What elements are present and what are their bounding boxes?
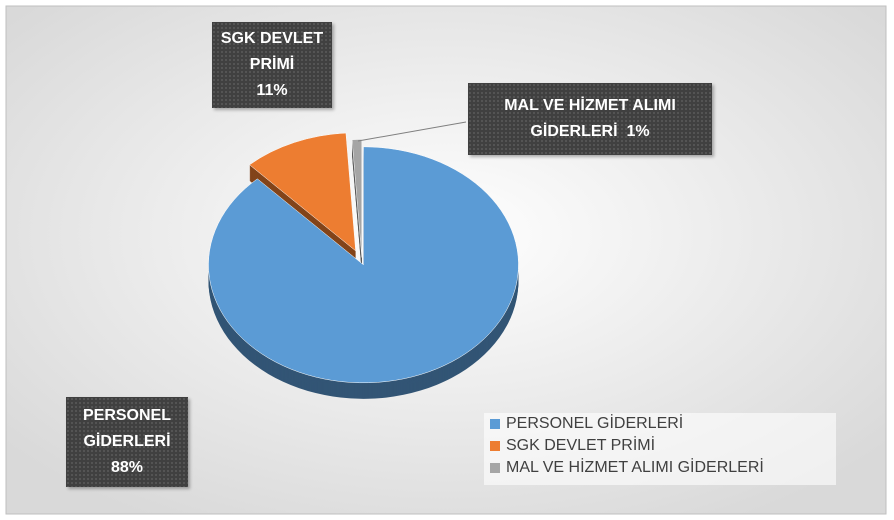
slice (249, 132, 356, 252)
data-label-name: MAL VE HİZMET ALIMI GİDERLERİ (504, 97, 676, 140)
slice (351, 139, 363, 258)
slice (208, 146, 519, 384)
data-label: SGK DEVLET PRİMİ 11% (212, 22, 332, 108)
data-label-value: 1% (626, 123, 650, 140)
legend-label: MAL VE HİZMET ALIMI GİDERLERİ (506, 459, 764, 476)
legend: PERSONEL GİDERLERİ SGK DEVLET PRİMİ MAL VE… (484, 413, 836, 485)
data-label: MAL VE HİZMET ALIMI GİDERLERİ 1% (468, 83, 712, 155)
data-label-value: 88% (110, 459, 144, 476)
legend-swatch (490, 463, 500, 473)
legend-item: MAL VE HİZMET ALIMI GİDERLERİ (484, 457, 836, 479)
legend-swatch (490, 419, 500, 429)
data-label: PERSONEL GİDERLERİ 88% (66, 397, 188, 487)
legend-swatch (490, 441, 500, 451)
leader-line (357, 121, 467, 142)
legend-label: SGK DEVLET PRİMİ (506, 437, 656, 454)
legend-item: PERSONEL GİDERLERİ (484, 413, 836, 435)
legend-label: PERSONEL GİDERLERİ (506, 415, 684, 432)
legend-item: SGK DEVLET PRİMİ (484, 435, 836, 457)
data-label-value: 11% (256, 82, 288, 99)
data-label-name: SGK DEVLET PRİMİ (220, 30, 324, 73)
data-label-name: PERSONEL GİDERLERİ (82, 407, 171, 450)
pie (208, 132, 519, 399)
